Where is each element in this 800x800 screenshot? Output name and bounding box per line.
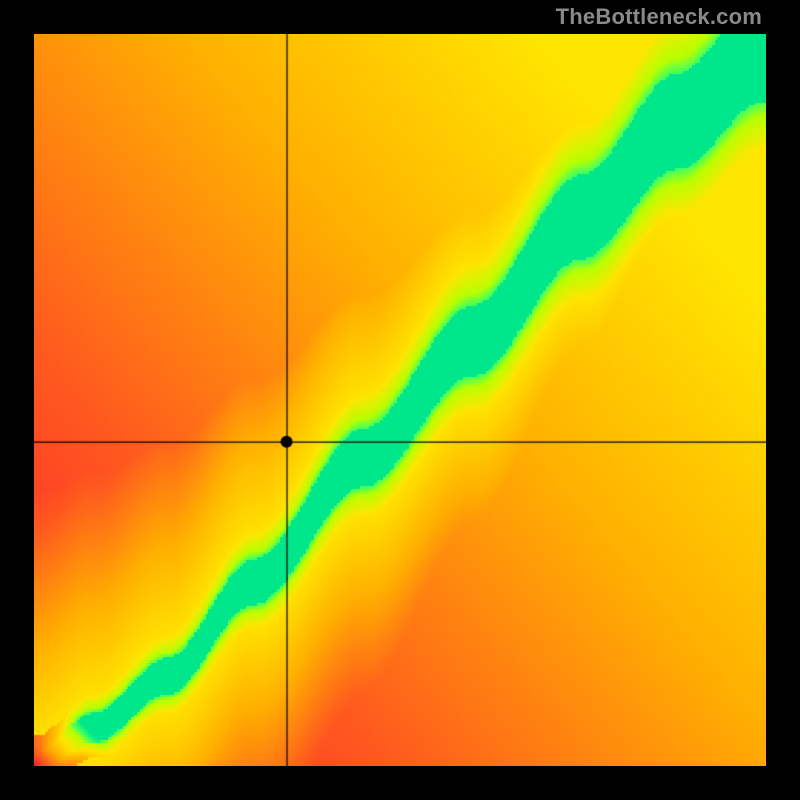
attribution-text: TheBottleneck.com	[556, 4, 762, 30]
chart-frame: TheBottleneck.com	[0, 0, 800, 800]
bottleneck-heatmap	[34, 34, 766, 766]
